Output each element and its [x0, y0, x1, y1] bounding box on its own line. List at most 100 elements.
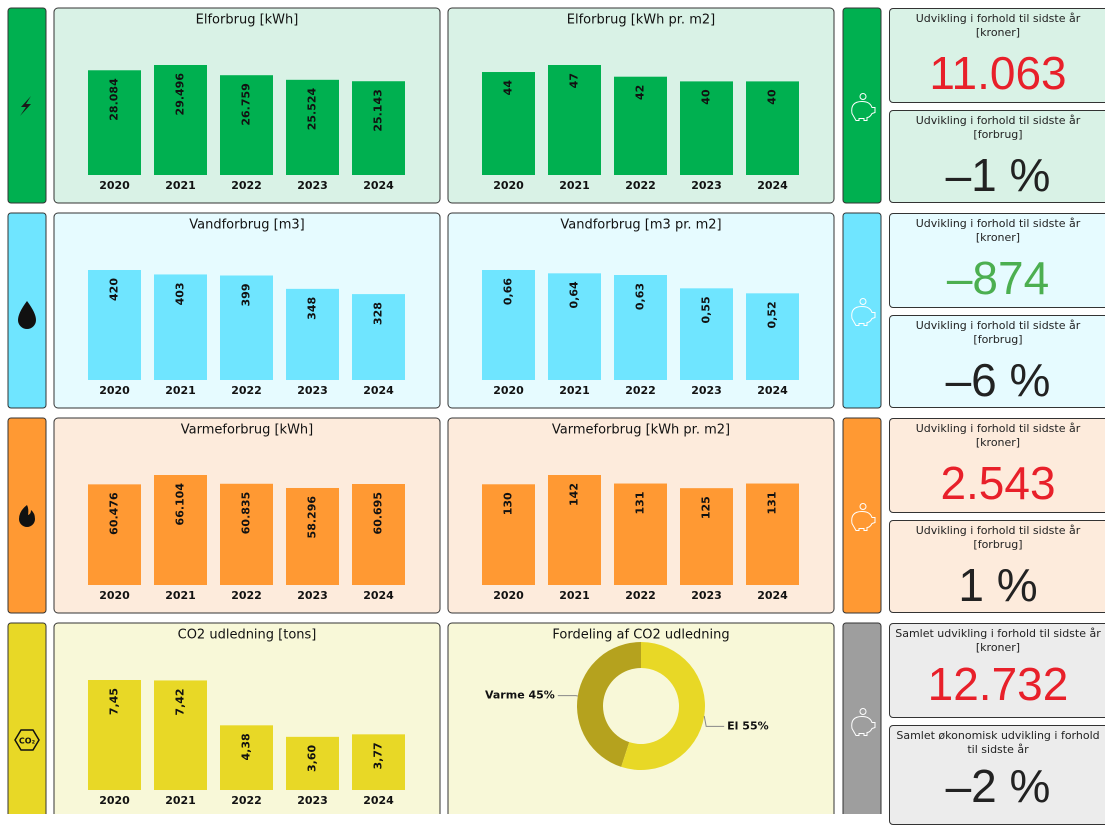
x-tick-label: 2021 — [165, 179, 196, 192]
x-tick-label: 2024 — [363, 179, 394, 192]
kpi-tile: Udvikling i forhold til sidste år [krone… — [889, 8, 1105, 103]
x-tick-label: 2021 — [165, 589, 196, 602]
chart-title: CO2 udledning [tons] — [178, 628, 317, 643]
x-tick-label: 2023 — [297, 794, 328, 807]
bar-label: 25.524 — [306, 87, 319, 130]
x-tick-label: 2022 — [625, 589, 656, 602]
bar-label: 3,60 — [306, 744, 319, 771]
saving-strip — [843, 623, 881, 814]
chart-title: Varmeforbrug [kWh pr. m2] — [552, 423, 730, 438]
co2-icon-text: CO₂ — [19, 737, 36, 746]
x-tick-label: 2024 — [757, 384, 788, 397]
kpi-value: –6 % — [890, 353, 1105, 407]
x-tick-label: 2021 — [559, 384, 590, 397]
x-tick-label: 2020 — [493, 589, 524, 602]
x-tick-label: 2022 — [231, 589, 262, 602]
bar-label: 348 — [306, 297, 319, 320]
kpi-label: Udvikling i forhold til sidste år [krone… — [890, 419, 1105, 450]
bar-label: 125 — [700, 496, 713, 519]
bar-label: 3,77 — [372, 742, 385, 769]
x-tick-label: 2024 — [757, 589, 788, 602]
bar-label: 60.835 — [240, 492, 253, 534]
kpi-value: –874 — [890, 251, 1105, 305]
x-tick-label: 2020 — [99, 179, 130, 192]
bar-label: 60.476 — [108, 492, 121, 535]
kpi-tile: Samlet økonomisk udvikling i forhold til… — [889, 725, 1105, 825]
x-tick-label: 2021 — [559, 589, 590, 602]
kpi-tile: Samlet udvikling i forhold til sidste år… — [889, 623, 1105, 718]
x-tick-label: 2022 — [625, 384, 656, 397]
chart-title: Varmeforbrug [kWh] — [181, 423, 314, 438]
bar-label: 131 — [634, 492, 647, 515]
kpi-value: 12.732 — [890, 657, 1105, 711]
slice-label: El 55% — [727, 719, 768, 732]
bar-label: 7,42 — [174, 688, 187, 715]
category-strip — [8, 623, 46, 814]
x-tick-label: 2020 — [99, 589, 130, 602]
kpi-value: –2 % — [890, 759, 1105, 813]
chart-title: Vandforbrug [m3 pr. m2] — [560, 218, 721, 233]
chart-title: Elforbrug [kWh] — [196, 13, 299, 28]
kpi-tile: Udvikling i forhold til sidste år [forbr… — [889, 315, 1105, 408]
bar-label: 131 — [766, 492, 779, 515]
x-tick-label: 2022 — [231, 179, 262, 192]
x-tick-label: 2023 — [691, 384, 722, 397]
bar-label: 0,63 — [634, 283, 647, 310]
x-tick-label: 2022 — [231, 384, 262, 397]
x-tick-label: 2024 — [363, 589, 394, 602]
bar-label: 0,66 — [502, 278, 515, 305]
x-tick-label: 2022 — [625, 179, 656, 192]
x-tick-label: 2024 — [757, 179, 788, 192]
kpi-tile: Udvikling i forhold til sidste år [krone… — [889, 418, 1105, 513]
bar-label: 26.759 — [240, 83, 253, 125]
x-tick-label: 2023 — [297, 384, 328, 397]
x-tick-label: 2022 — [231, 794, 262, 807]
x-tick-label: 2020 — [493, 384, 524, 397]
kpi-value: 11.063 — [890, 46, 1105, 100]
bar-label: 40 — [766, 89, 779, 105]
kpi-label: Samlet udvikling i forhold til sidste år… — [890, 624, 1105, 655]
chart-title: Vandforbrug [m3] — [189, 218, 305, 233]
x-tick-label: 2021 — [559, 179, 590, 192]
bar-label: 403 — [174, 282, 187, 305]
kpi-value: 2.543 — [890, 456, 1105, 510]
kpi-label: Udvikling i forhold til sidste år [forbr… — [890, 316, 1105, 347]
saving-strip — [843, 418, 881, 613]
chart-title: Elforbrug [kWh pr. m2] — [567, 13, 715, 28]
slice-label: Varme 45% — [485, 689, 555, 702]
bar-label: 130 — [502, 492, 515, 515]
x-tick-label: 2023 — [691, 589, 722, 602]
x-tick-label: 2020 — [99, 384, 130, 397]
bar-label: 4,38 — [240, 733, 253, 760]
bar-label: 0,52 — [766, 301, 779, 328]
kpi-label: Udvikling i forhold til sidste år [krone… — [890, 214, 1105, 245]
bar-label: 60.695 — [372, 492, 385, 534]
bar-label: 399 — [240, 284, 253, 307]
bar-label: 420 — [108, 278, 121, 301]
kpi-tile: Udvikling i forhold til sidste år [forbr… — [889, 520, 1105, 613]
bar-label: 42 — [634, 85, 647, 100]
bar-label: 47 — [568, 73, 581, 88]
bar-label: 7,45 — [108, 688, 121, 715]
kpi-value: –1 % — [890, 148, 1105, 202]
bar-label: 66.104 — [174, 483, 187, 526]
x-tick-label: 2021 — [165, 384, 196, 397]
saving-strip — [843, 8, 881, 203]
kpi-label: Udvikling i forhold til sidste år [forbr… — [890, 521, 1105, 552]
x-tick-label: 2023 — [297, 179, 328, 192]
x-tick-label: 2023 — [691, 179, 722, 192]
bar-label: 28.084 — [108, 78, 121, 121]
x-tick-label: 2024 — [363, 794, 394, 807]
x-tick-label: 2020 — [493, 179, 524, 192]
bar-label: 142 — [568, 483, 581, 506]
bar-label: 40 — [700, 89, 713, 105]
bar-label: 58.296 — [306, 496, 319, 539]
bar-label: 44 — [502, 80, 515, 96]
x-tick-label: 2021 — [165, 794, 196, 807]
kpi-label: Udvikling i forhold til sidste år [krone… — [890, 9, 1105, 40]
chart-title: Fordeling af CO2 udledning — [552, 628, 729, 643]
saving-strip — [843, 213, 881, 408]
bar-label: 0,55 — [700, 296, 713, 323]
x-tick-label: 2024 — [363, 384, 394, 397]
